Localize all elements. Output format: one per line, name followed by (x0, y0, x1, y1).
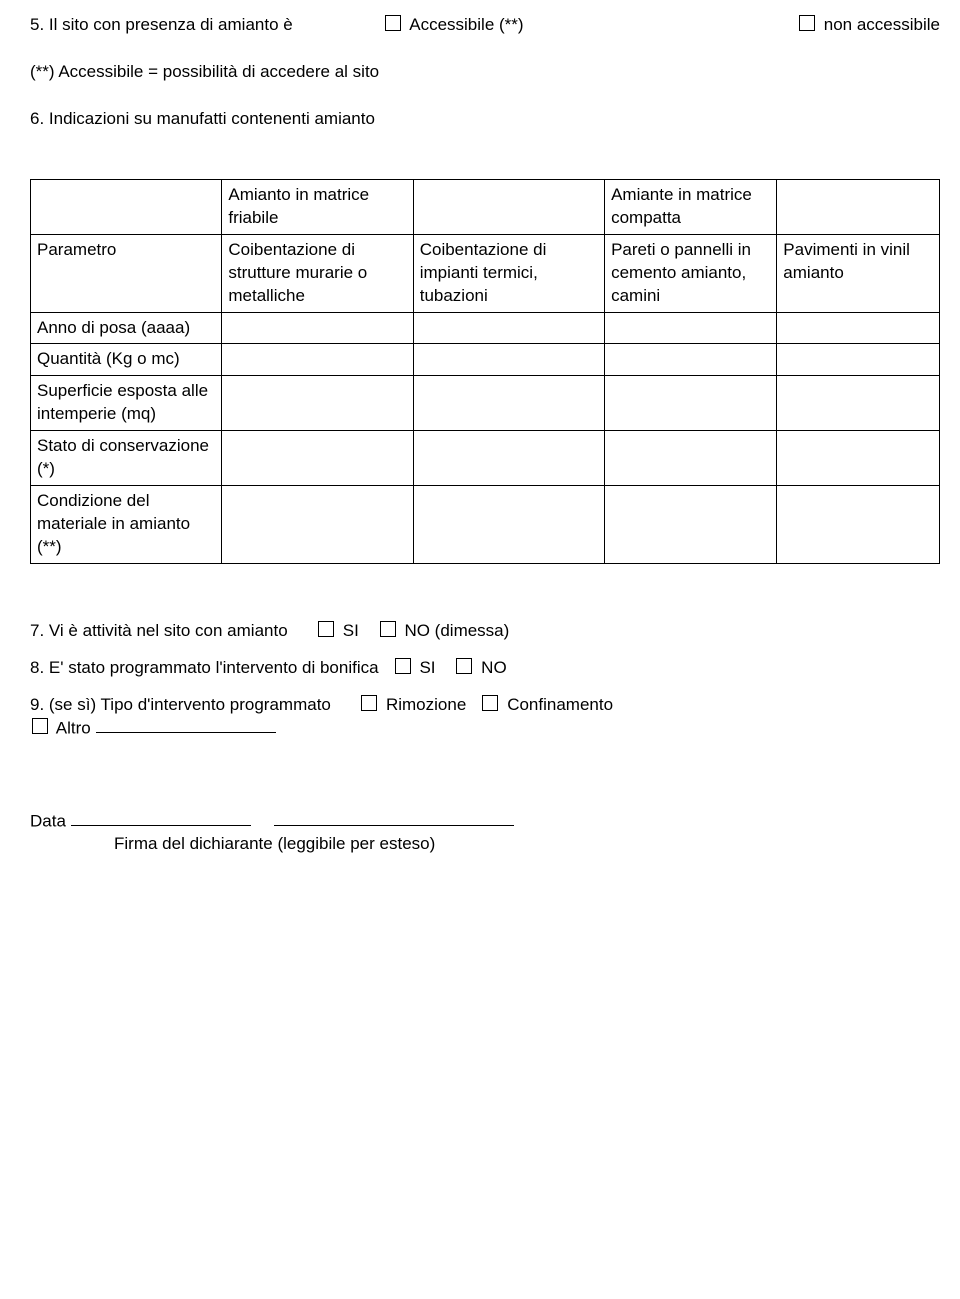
cell-input[interactable] (605, 376, 777, 431)
cell-compatta: Amiante in matrice compatta (605, 179, 777, 234)
cell-quantita: Quantità (Kg o mc) (31, 344, 222, 376)
cell-input[interactable] (222, 312, 413, 344)
cell-input[interactable] (777, 486, 940, 564)
q8-si: SI (419, 658, 435, 677)
cell-empty (777, 179, 940, 234)
q7-si: SI (343, 621, 359, 640)
opt-non-accessibile: non accessibile (824, 15, 940, 34)
q9-rimozione: Rimozione (386, 695, 466, 714)
cell-input[interactable] (605, 431, 777, 486)
cell-input[interactable] (222, 486, 413, 564)
q7-label: 7. Vi è attività nel sito con amianto (30, 621, 288, 640)
checkbox-rimozione[interactable] (361, 695, 377, 711)
table-row-header1: Amianto in matrice friabile Amiante in m… (31, 179, 940, 234)
table-row-condizione: Condizione del materiale in amianto (**) (31, 486, 940, 564)
cell-col3: Coibentazione di impianti termici, tubaz… (413, 234, 604, 312)
amianto-table: Amianto in matrice friabile Amiante in m… (30, 179, 940, 564)
checkbox-q8-si[interactable] (395, 658, 411, 674)
cell-col2: Coibentazione di strutture murarie o met… (222, 234, 413, 312)
q5-note: (**) Accessibile = possibilità di accede… (30, 61, 940, 84)
altro-blank[interactable] (96, 717, 276, 733)
cell-input[interactable] (605, 486, 777, 564)
q9-label: 9. (se sì) Tipo d'intervento programmato (30, 695, 331, 714)
q7-no: NO (dimessa) (404, 621, 509, 640)
table-row-superficie: Superficie esposta alle intemperie (mq) (31, 376, 940, 431)
table-row-quantita: Quantità (Kg o mc) (31, 344, 940, 376)
question-8: 8. E' stato programmato l'intervento di … (30, 657, 940, 680)
table-row-anno: Anno di posa (aaaa) (31, 312, 940, 344)
question-5: 5. Il sito con presenza di amianto è Acc… (30, 14, 940, 37)
cell-input[interactable] (413, 486, 604, 564)
cell-input[interactable] (413, 344, 604, 376)
checkbox-accessibile[interactable] (385, 15, 401, 31)
signature-row: Data Firma del dichiarante (leggibile pe… (30, 810, 940, 856)
cell-col4: Pareti o pannelli in cemento amianto, ca… (605, 234, 777, 312)
cell-input[interactable] (777, 344, 940, 376)
cell-empty (31, 179, 222, 234)
table-row-stato: Stato di conservazione (*) (31, 431, 940, 486)
q5-label: 5. Il sito con presenza di amianto è (30, 15, 293, 34)
checkbox-q8-no[interactable] (456, 658, 472, 674)
cell-condizione: Condizione del materiale in amianto (**) (31, 486, 222, 564)
q8-label: 8. E' stato programmato l'intervento di … (30, 658, 379, 677)
checkbox-non-accessibile[interactable] (799, 15, 815, 31)
checkbox-q7-no[interactable] (380, 621, 396, 637)
firma-label: Firma del dichiarante (leggibile per est… (114, 834, 435, 853)
question-9: 9. (se sì) Tipo d'intervento programmato… (30, 694, 940, 740)
cell-input[interactable] (413, 312, 604, 344)
cell-anno: Anno di posa (aaaa) (31, 312, 222, 344)
cell-stato: Stato di conservazione (*) (31, 431, 222, 486)
cell-superficie: Superficie esposta alle intemperie (mq) (31, 376, 222, 431)
firma-blank[interactable] (274, 810, 514, 826)
cell-col5: Pavimenti in vinil amianto (777, 234, 940, 312)
cell-input[interactable] (413, 431, 604, 486)
q9-confinamento: Confinamento (507, 695, 613, 714)
data-label: Data (30, 811, 66, 830)
question-7: 7. Vi è attività nel sito con amianto SI… (30, 620, 940, 643)
checkbox-q7-si[interactable] (318, 621, 334, 637)
cell-parametro: Parametro (31, 234, 222, 312)
cell-input[interactable] (777, 312, 940, 344)
table-row-parametro: Parametro Coibentazione di strutture mur… (31, 234, 940, 312)
cell-input[interactable] (777, 431, 940, 486)
checkbox-altro[interactable] (32, 718, 48, 734)
q9-altro: Altro (56, 718, 91, 737)
q6-label: 6. Indicazioni su manufatti contenenti a… (30, 108, 940, 131)
data-blank[interactable] (71, 810, 251, 826)
opt-accessibile: Accessibile (**) (409, 15, 523, 34)
cell-input[interactable] (605, 312, 777, 344)
cell-input[interactable] (605, 344, 777, 376)
cell-input[interactable] (413, 376, 604, 431)
cell-input[interactable] (222, 376, 413, 431)
cell-input[interactable] (222, 431, 413, 486)
cell-friabile: Amianto in matrice friabile (222, 179, 413, 234)
cell-input[interactable] (777, 376, 940, 431)
checkbox-confinamento[interactable] (482, 695, 498, 711)
cell-empty (413, 179, 604, 234)
q8-no: NO (481, 658, 507, 677)
cell-input[interactable] (222, 344, 413, 376)
